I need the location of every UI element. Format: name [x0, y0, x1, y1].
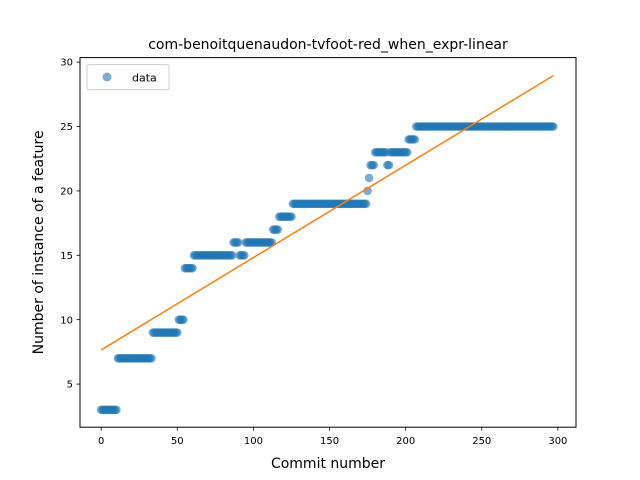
legend: data	[86, 64, 170, 91]
y-tick-label: 25	[60, 122, 73, 133]
data-point	[188, 263, 197, 273]
data-point	[239, 250, 249, 260]
x-tick-label: 0	[98, 436, 104, 447]
y-tick-label: 30	[60, 58, 73, 69]
fit-line-group	[100, 74, 554, 351]
data-point	[549, 122, 558, 131]
legend-box	[86, 64, 170, 91]
y-tick-label: 5	[67, 380, 73, 391]
x-axis-label: Commit number	[271, 456, 385, 472]
data-point	[147, 354, 156, 363]
x-tick-label: 150	[320, 436, 339, 447]
data-point	[287, 212, 296, 221]
fit-line	[100, 74, 554, 351]
data-points	[96, 122, 558, 415]
y-tick-label: 20	[60, 186, 73, 197]
data-point	[410, 135, 420, 144]
x-tick-label: 300	[548, 436, 567, 447]
legend-label: data	[132, 72, 157, 85]
data-point	[233, 238, 243, 247]
plot-frame	[79, 57, 577, 428]
y-tick-label: 10	[60, 315, 73, 326]
chart-title: com-benoitquenaudon-tvfoot-red_when_expr…	[148, 37, 508, 53]
data-point	[227, 250, 237, 260]
data-point	[369, 160, 378, 170]
x-tick-label: 250	[472, 436, 491, 447]
data-point	[112, 405, 121, 415]
data-point	[179, 315, 188, 324]
x-tick-label: 200	[396, 436, 415, 447]
y-axis-label: Number of instance of a feature	[31, 130, 47, 354]
data-point	[361, 199, 371, 209]
data-point	[364, 173, 374, 183]
axis-ticks: 0 50 100 150 200 250 300 5 10 15 20 25 30	[60, 58, 567, 447]
data-point	[273, 225, 283, 234]
x-tick-label: 50	[171, 436, 184, 447]
data-point	[384, 160, 394, 170]
x-tick-label: 100	[244, 436, 263, 447]
legend-marker	[102, 72, 112, 82]
data-point	[402, 147, 412, 157]
data-point	[172, 328, 182, 337]
y-tick-label: 15	[60, 251, 73, 262]
